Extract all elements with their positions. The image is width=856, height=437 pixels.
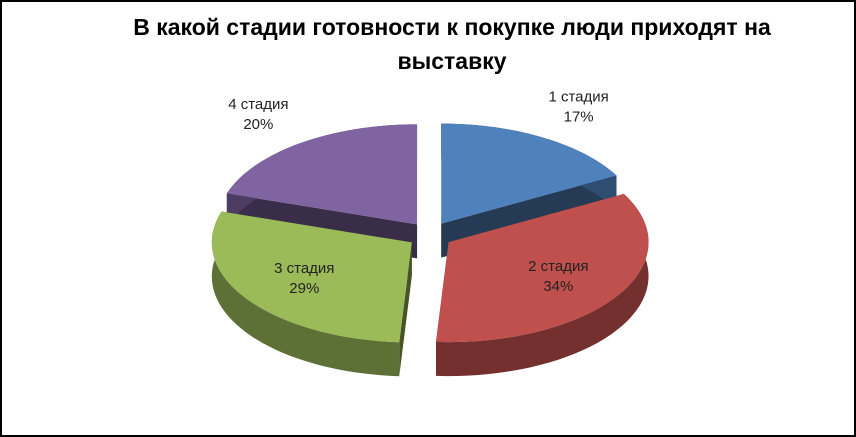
slice-group [211,211,412,377]
slice [226,124,418,225]
slice-value-label: 20% [243,116,273,133]
slice-category-label: 1 стадия [548,88,608,105]
slice-value-label: 17% [564,108,594,125]
slice-group [436,193,649,377]
slice-wall [211,211,400,377]
slice-category-label: 4 стадия [228,96,288,113]
slice-category-label: 2 стадия [528,258,588,275]
slice [436,193,649,343]
slice-value-label: 29% [289,280,319,297]
slice-value-label: 34% [543,278,573,295]
chart-title: В какой стадии готовности к покупке люди… [133,14,771,74]
slice-wall [436,193,649,377]
slice [211,211,412,343]
slice-category-label: 3 стадия [274,260,334,277]
slice [441,123,617,224]
